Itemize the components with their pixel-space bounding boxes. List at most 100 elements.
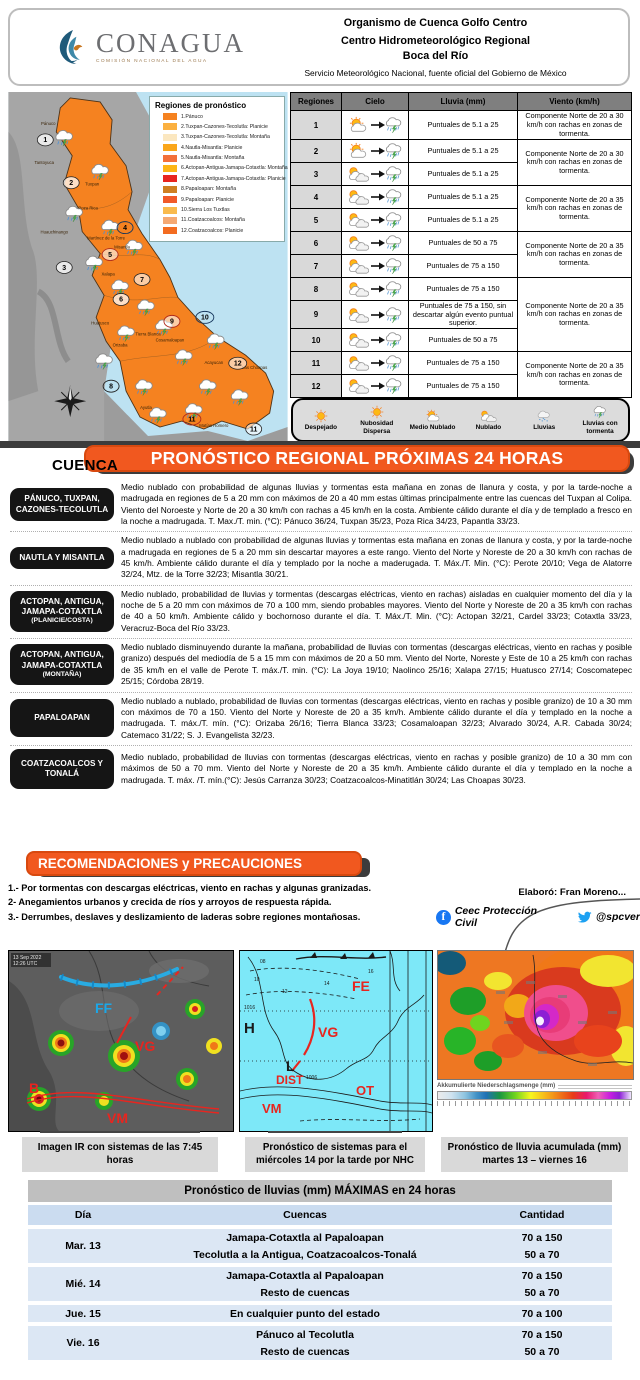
- legend-swatch: [163, 123, 177, 131]
- table-row: Vie. 16 Pánuco al Tecolutla Resto de cuen…: [28, 1326, 612, 1360]
- legend-swatch: [163, 144, 177, 152]
- thunderstorm-icon: [593, 406, 606, 419]
- wind-value: Componente Norte de 20 a 30 km/h con rac…: [517, 109, 632, 141]
- cuenca-line: Tecolutla a la Antigua, Coatzacoalcos-To…: [193, 1248, 417, 1261]
- rain-value: Puntuales de 75 a 150: [408, 277, 518, 302]
- twitter-handle[interactable]: @spcver: [577, 910, 640, 925]
- region-marker: 9: [170, 319, 174, 326]
- basin-name: ACTOPAN, ANTIGUA, JAMAPA-COTAXTLA: [20, 596, 104, 617]
- region-marker: 2: [69, 180, 73, 187]
- legend-item: 7.Actopan-Antigua-Jamapa-Cotaxtla: Plani…: [163, 175, 286, 183]
- recommendation-item: 3.- Derrumbes, deslaves y deslizamiento …: [8, 911, 361, 922]
- twitter-bird-icon: [577, 911, 592, 923]
- col-dia: Día: [74, 1209, 92, 1221]
- sky-legend-item: Nubosidad Dispersa: [350, 405, 404, 435]
- label-vm: VM: [262, 1101, 282, 1116]
- legend-swatch: [163, 206, 177, 214]
- map-legend: Regiones de pronóstico 1.Pánuco 2.Tuxpan…: [149, 96, 288, 242]
- rain-value: Puntuales de 75 a 150, sin descartar alg…: [408, 300, 518, 330]
- table-row: 11 Puntuales de 75 a 150 Componente Nort…: [290, 351, 632, 399]
- legend-label: 4.Nautla-Misantla: Planicie: [181, 144, 243, 151]
- table-row: Mar. 13 Jamapa-Cotaxtla al Papaloapan Tec…: [28, 1229, 612, 1263]
- caption-divider: [40, 1131, 200, 1133]
- compass-rose: [54, 385, 87, 418]
- cuenca-line: Jamapa-Cotaxtla al Papaloapan: [226, 1231, 384, 1244]
- sky-transition-icon: [349, 378, 402, 395]
- recommendation-item: 1.- Por tormentas con descargas eléctric…: [8, 883, 372, 893]
- rain-value: Puntuales de 5.1 a 25: [408, 208, 518, 233]
- table-row: 5 Puntuales de 5.1 a 25: [290, 208, 632, 233]
- label-low: L: [286, 1058, 295, 1074]
- facebook-icon: f: [436, 909, 451, 925]
- legend-label: 1.Pánuco: [181, 113, 203, 120]
- isoline-value: 16: [368, 969, 374, 975]
- city-label: Misantla: [114, 245, 131, 250]
- label-vaguada: VG: [135, 1038, 155, 1054]
- basin-block: COATZACOALCOS Y TONALÁ Medio nublado, pr…: [10, 746, 632, 794]
- facebook-handle[interactable]: f Ceec Protección Civil: [436, 905, 561, 929]
- org-line1: Organismo de Cuenca Golfo Centro: [343, 17, 528, 30]
- legend-item: 4.Nautla-Misantla: Planicie: [163, 144, 280, 152]
- storm-cells: [27, 999, 222, 1111]
- sky-cell: [341, 139, 409, 164]
- basin-block: PAPALOAPAN Medio nublado a nublado, prob…: [10, 693, 632, 746]
- map-legend-title: Regiones de pronóstico: [155, 101, 247, 110]
- basin-name: ACTOPAN, ANTIGUA, JAMAPA-COTAXTLA: [20, 650, 104, 670]
- recommendations-banner: RECOMENDACIONES y PRECAUCIONES: [26, 851, 362, 876]
- sky-transition-icon: [349, 142, 402, 160]
- region-number: 4: [290, 185, 342, 210]
- max-rain-table: Pronóstico de lluvias (mm) MÁXIMAS en 24…: [28, 1180, 612, 1360]
- region-number: 6: [290, 231, 342, 256]
- basin-name: PÁNUCO, TUXPAN, CAZONES-TECOLUTLA: [15, 494, 109, 514]
- recommendations-list: 1.- Por tormentas con descargas eléctric…: [8, 881, 448, 924]
- table-row: 12 Puntuales de 75 a 150: [290, 374, 632, 399]
- isoline-value: 10: [254, 977, 260, 983]
- city-label: Tantoyuca: [35, 160, 55, 165]
- region-number: 8: [290, 277, 342, 302]
- cuenca-line: En cualquier punto del estado: [230, 1307, 380, 1320]
- legend-item: 6.Actopan-Antigua-Jamapa-Cotaxtla: Monta…: [163, 164, 288, 172]
- rain-value: Puntuales de 5.1 a 25: [408, 139, 518, 164]
- sky-cell: [341, 185, 409, 210]
- basin-name: NAUTLA Y MISANTLA: [19, 552, 105, 562]
- logo-subtitle: COMISIÓN NACIONAL DEL AGUA: [96, 59, 208, 64]
- table-row: 4 Puntuales de 5.1 a 25 Componente Norte…: [290, 185, 632, 233]
- legend-swatch: [163, 133, 177, 141]
- region-marker: 12: [234, 361, 242, 368]
- basin-text: Medio nublado a nublado con probabilidad…: [121, 535, 632, 580]
- table-row: 2 Puntuales de 5.1 a 25 Componente Norte…: [290, 139, 632, 187]
- caption-divider: [268, 1131, 402, 1133]
- region-marker: 10: [201, 315, 209, 322]
- sky-transition-icon: [349, 116, 402, 134]
- rain-scale: Akkumulierte Niederschlagsmenge (mm): [437, 1082, 632, 1106]
- legend-label: 11.Coatzacoalcos: Montaña: [181, 217, 245, 224]
- conagua-logo: CONAGUA COMISIÓN NACIONAL DEL AGUA: [56, 27, 271, 67]
- rain-caption: Pronóstico de lluvia acumulada (mm) mart…: [441, 1137, 628, 1173]
- city-label: Poza Rica: [78, 206, 98, 211]
- pressure-value: 1006: [306, 1075, 317, 1081]
- rain-scale-colorbar: [437, 1091, 632, 1100]
- legend-item: 2.Tuxpan-Cazones-Tecolutla: Planicie: [163, 123, 280, 131]
- legend-label: 10.Sierra Los Tuxtlas: [181, 207, 230, 214]
- sky-transition-icon: [349, 307, 402, 324]
- legend-swatch: [163, 185, 177, 193]
- legend-label: 2.Tuxpan-Cazones-Tecolutla: Planicie: [181, 123, 268, 130]
- city-label: Huatusco: [91, 320, 110, 325]
- legend-item: 10.Sierra Los Tuxtlas: [163, 206, 280, 214]
- basin-text: Medio nublado con probabilidad de alguna…: [121, 482, 632, 527]
- basin-qualifier: (MONTAÑA): [42, 670, 82, 678]
- nhc-forecast-image: 10 12 14 16 08 1006 1016 FE H VG L DIST …: [239, 950, 433, 1132]
- sky-transition-icon: [349, 212, 402, 229]
- city-label: Orizaba: [113, 342, 129, 347]
- rain-icon: [537, 410, 550, 422]
- label-ot: OT: [356, 1083, 374, 1098]
- sky-legend-item: Despejado: [294, 409, 348, 431]
- cuenca-line: Pánuco al Tecolutla: [256, 1328, 354, 1341]
- region-number: 12: [290, 374, 342, 399]
- clear-icon: [314, 409, 328, 423]
- legend-swatch: [163, 164, 177, 172]
- label-dist: DIST: [276, 1073, 304, 1087]
- sky-legend-item: Nublado: [461, 409, 515, 431]
- cantidad-line: 50 a 70: [524, 1248, 560, 1261]
